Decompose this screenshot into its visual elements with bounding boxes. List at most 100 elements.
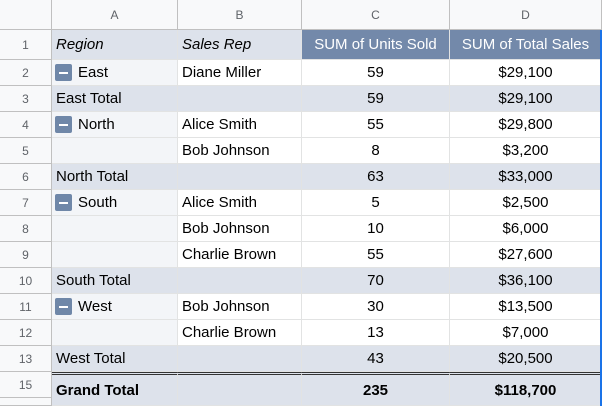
- cell[interactable]: 59: [302, 86, 450, 112]
- cell[interactable]: East Total: [52, 86, 178, 112]
- cell[interactable]: [52, 242, 178, 268]
- cell[interactable]: $33,000: [450, 164, 602, 190]
- cell[interactable]: Charlie Brown: [178, 320, 302, 346]
- column-header[interactable]: A: [52, 0, 178, 30]
- cell[interactable]: $118,700: [450, 372, 602, 406]
- row-header[interactable]: 11: [0, 294, 52, 320]
- cell[interactable]: $27,600: [450, 242, 602, 268]
- cell[interactable]: 63: [302, 164, 450, 190]
- pivot-header[interactable]: SUM of Units Sold: [302, 30, 450, 60]
- row-header[interactable]: 9: [0, 242, 52, 268]
- cell-text: 8: [371, 142, 380, 159]
- row-header[interactable]: 1: [0, 30, 52, 60]
- cell-text: 10: [18, 273, 33, 288]
- cell-text: Region: [56, 36, 104, 53]
- column-header[interactable]: C: [302, 0, 450, 30]
- cell[interactable]: 59: [302, 60, 450, 86]
- cell[interactable]: 55: [302, 242, 450, 268]
- cell-text: 12: [18, 325, 33, 340]
- cell-text: 235: [362, 381, 389, 399]
- cell[interactable]: $36,100: [450, 268, 602, 294]
- column-header[interactable]: B: [178, 0, 302, 30]
- cell[interactable]: 10: [302, 216, 450, 242]
- row-header[interactable]: 4: [0, 112, 52, 138]
- row-header[interactable]: 6: [0, 164, 52, 190]
- cell-text: Charlie Brown: [182, 246, 277, 263]
- cell[interactable]: Bob Johnson: [178, 216, 302, 242]
- cell[interactable]: $13,500: [450, 294, 602, 320]
- row-header[interactable]: 7: [0, 190, 52, 216]
- cell[interactable]: West Total: [52, 346, 178, 372]
- cell[interactable]: $29,100: [450, 86, 602, 112]
- cell[interactable]: 5: [302, 190, 450, 216]
- cell[interactable]: Bob Johnson: [178, 138, 302, 164]
- cell[interactable]: South: [52, 190, 178, 216]
- cell[interactable]: South Total: [52, 268, 178, 294]
- row-header[interactable]: 2: [0, 60, 52, 86]
- cell-text: $118,700: [494, 381, 557, 399]
- row-header[interactable]: 10: [0, 268, 52, 294]
- collapse-button[interactable]: [55, 298, 72, 315]
- cell[interactable]: [52, 320, 178, 346]
- cell-text: 10: [367, 220, 384, 237]
- cell-text: North: [78, 116, 115, 133]
- cell[interactable]: [178, 268, 302, 294]
- cell-text: Bob Johnson: [182, 298, 270, 315]
- cell[interactable]: East: [52, 60, 178, 86]
- cell[interactable]: [52, 138, 178, 164]
- cell-text: 5: [371, 194, 380, 211]
- cell-text: Bob Johnson: [182, 220, 270, 237]
- cell[interactable]: 55: [302, 112, 450, 138]
- cell-text: 59: [367, 64, 384, 81]
- cell[interactable]: [52, 216, 178, 242]
- cell[interactable]: $3,200: [450, 138, 602, 164]
- collapse-button[interactable]: [55, 116, 72, 133]
- collapse-button[interactable]: [55, 194, 72, 211]
- row-header[interactable]: 12: [0, 320, 52, 346]
- cell[interactable]: [178, 86, 302, 112]
- cell[interactable]: $29,800: [450, 112, 602, 138]
- row-header[interactable]: 3: [0, 86, 52, 112]
- collapse-button[interactable]: [55, 64, 72, 81]
- cell[interactable]: [178, 164, 302, 190]
- cell[interactable]: 30: [302, 294, 450, 320]
- cell[interactable]: Alice Smith: [178, 112, 302, 138]
- cell-text: 55: [367, 246, 384, 263]
- cell[interactable]: Grand Total: [52, 372, 178, 406]
- pivot-header[interactable]: Sales Rep: [178, 30, 302, 60]
- column-header[interactable]: D: [450, 0, 602, 30]
- cell[interactable]: 13: [302, 320, 450, 346]
- cell[interactable]: Alice Smith: [178, 190, 302, 216]
- cell[interactable]: 70: [302, 268, 450, 294]
- cell[interactable]: $20,500: [450, 346, 602, 372]
- cell[interactable]: 43: [302, 346, 450, 372]
- cell-text: 15: [18, 377, 33, 392]
- cell[interactable]: $29,100: [450, 60, 602, 86]
- row-header[interactable]: 5: [0, 138, 52, 164]
- pivot-header[interactable]: SUM of Total Sales: [450, 30, 602, 60]
- row-header[interactable]: 13: [0, 346, 52, 372]
- cell-text: 1: [22, 37, 29, 52]
- cell[interactable]: 8: [302, 138, 450, 164]
- pivot-header[interactable]: Region: [52, 30, 178, 60]
- cell[interactable]: [178, 346, 302, 372]
- cell[interactable]: West: [52, 294, 178, 320]
- cell[interactable]: Diane Miller: [178, 60, 302, 86]
- cell-text: $29,800: [498, 116, 553, 133]
- cell[interactable]: 235: [302, 372, 450, 406]
- cell[interactable]: North Total: [52, 164, 178, 190]
- row-header[interactable]: 15: [0, 372, 52, 398]
- cell[interactable]: Charlie Brown: [178, 242, 302, 268]
- cell[interactable]: $7,000: [450, 320, 602, 346]
- cell-text: 30: [367, 298, 384, 315]
- minus-icon: [59, 305, 68, 308]
- cell[interactable]: Bob Johnson: [178, 294, 302, 320]
- cell[interactable]: $2,500: [450, 190, 602, 216]
- cell-text: 9: [22, 247, 29, 262]
- cell-text: $3,200: [502, 142, 549, 159]
- cell[interactable]: [178, 372, 302, 406]
- cell[interactable]: $6,000: [450, 216, 602, 242]
- row-header[interactable]: 8: [0, 216, 52, 242]
- cell[interactable]: North: [52, 112, 178, 138]
